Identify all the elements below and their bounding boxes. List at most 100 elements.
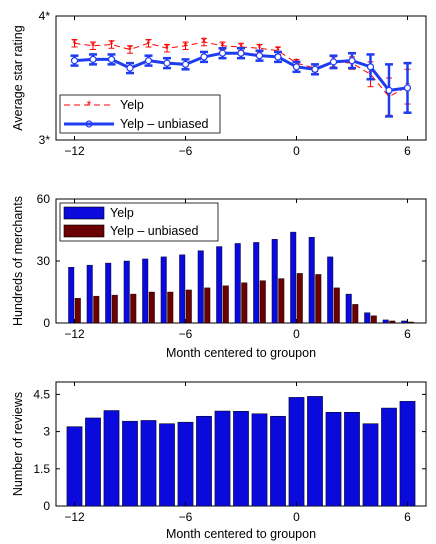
point-unbiased: [274, 53, 282, 61]
point-unbiased: [89, 55, 97, 64]
legend-label-yelp: Yelp: [110, 206, 134, 220]
reviews-ticks: −12 −6 0 6 0 1.5 3 4.5: [33, 382, 426, 524]
legend-label-unbiased: Yelp – unbiased: [120, 117, 209, 131]
point-unbiased: [144, 57, 153, 65]
point-yelp: *: [72, 36, 77, 50]
plot-frame: [55, 15, 427, 141]
x-tick-label: −12: [64, 327, 85, 341]
legend: * Yelp Yelp – unbiased: [59, 94, 221, 134]
bar-unbiased: [370, 315, 377, 324]
bar-unbiased: [278, 278, 285, 324]
point-unbiased: [200, 53, 208, 61]
point-yelp: *: [165, 41, 170, 55]
bar-reviews: [159, 423, 175, 507]
y-tick-label: 4*: [39, 9, 51, 23]
point-unbiased: [403, 84, 412, 92]
bar-unbiased: [74, 298, 81, 324]
x-tick-label: −6: [179, 144, 193, 158]
y-tick-label: 30: [37, 254, 51, 268]
point-yelp: *: [128, 42, 133, 56]
bar-unbiased: [352, 304, 359, 324]
x-tick-label: −12: [64, 510, 85, 524]
bar-yelp: [160, 256, 167, 324]
bar-reviews: [66, 426, 83, 507]
bar-reviews: [288, 397, 305, 507]
bar-yelp: [105, 262, 112, 324]
bar-unbiased: [93, 295, 100, 324]
y-tick-label: 1.5: [33, 462, 50, 476]
bar-yelp: [345, 293, 352, 324]
bar-yelp: [327, 256, 334, 324]
x-axis-label: Month centered to groupon: [166, 346, 316, 360]
bar-yelp: [197, 250, 204, 324]
bar-unbiased: [148, 291, 155, 324]
bar-yelp: [308, 237, 315, 324]
bar-reviews: [177, 421, 194, 507]
point-yelp: *: [109, 38, 114, 52]
bar-reviews: [251, 413, 268, 507]
bar-yelp: [364, 312, 371, 324]
bar-unbiased: [389, 320, 396, 324]
bar-yelp: [290, 231, 297, 324]
bar-reviews: [344, 412, 360, 507]
bar-reviews: [103, 410, 120, 507]
bar-reviews: [307, 396, 323, 507]
x-tick-label: −12: [64, 144, 85, 158]
point-unbiased: [70, 57, 79, 65]
bar-yelp: [179, 254, 186, 324]
bar-unbiased: [111, 294, 118, 324]
point-yelp: *: [183, 39, 188, 53]
bar-yelp: [382, 319, 389, 324]
x-tick-label: 0: [293, 144, 300, 158]
bar-unbiased: [167, 291, 174, 324]
x-tick-label: 6: [404, 144, 411, 158]
point-unbiased: [329, 58, 338, 66]
point-unbiased: [218, 49, 227, 57]
point-unbiased: [385, 86, 393, 95]
bar-yelp: [234, 243, 241, 324]
bar-unbiased: [333, 287, 340, 324]
x-tick-label: 6: [404, 327, 411, 341]
point-yelp: *: [202, 35, 207, 49]
point-unbiased: [237, 49, 245, 57]
bar-unbiased: [130, 293, 137, 324]
y-axis-label: Hundreds of merchants: [11, 196, 25, 326]
y-tick-label: 60: [37, 192, 51, 206]
bar-yelp: [68, 267, 75, 324]
x-tick-label: 0: [293, 510, 300, 524]
bar-reviews: [85, 417, 101, 507]
point-unbiased: [126, 64, 134, 72]
point-unbiased: [107, 55, 116, 64]
bar-yelp: [216, 246, 223, 324]
point-yelp: *: [220, 39, 225, 53]
bar-reviews: [122, 420, 138, 507]
point-unbiased: [348, 57, 356, 65]
point-unbiased: [163, 59, 171, 67]
bar-unbiased: [407, 321, 414, 324]
y-tick-label: 4.5: [33, 387, 50, 401]
bar-yelp: [142, 258, 149, 324]
x-tick-label: −6: [179, 327, 193, 341]
legend: Yelp Yelp – unbiased: [59, 202, 219, 242]
bar-yelp: [401, 320, 408, 324]
y-axis-label: Average star rating: [11, 25, 25, 130]
y-tick-label: 0: [43, 499, 50, 513]
bar-reviews: [325, 412, 342, 507]
bar-reviews: [381, 407, 397, 507]
bar-yelp: [253, 242, 260, 324]
bar-reviews: [233, 411, 249, 507]
bar-yelp: [123, 260, 130, 324]
y-tick-label: 0: [43, 316, 50, 330]
point-unbiased: [255, 52, 264, 60]
rating-marks: *******************: [70, 35, 412, 118]
point-yelp: *: [257, 41, 262, 55]
y-axis-label: Number of reviews: [11, 392, 25, 496]
bar-reviews: [270, 415, 286, 507]
x-tick-label: 6: [404, 510, 411, 524]
legend-label-unbiased: Yelp – unbiased: [110, 224, 199, 238]
point-unbiased: [366, 63, 375, 71]
y-tick-label: 3: [43, 425, 50, 439]
